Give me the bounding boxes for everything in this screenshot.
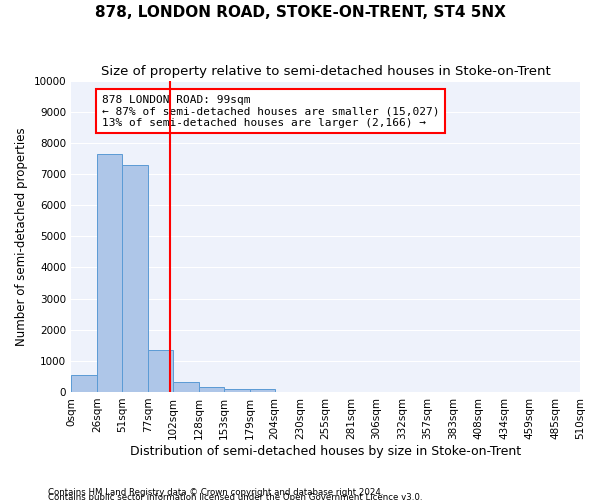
Bar — [250, 390, 275, 392]
Text: 878, LONDON ROAD, STOKE-ON-TRENT, ST4 5NX: 878, LONDON ROAD, STOKE-ON-TRENT, ST4 5N… — [95, 5, 505, 20]
Bar — [148, 350, 173, 392]
Bar — [224, 388, 250, 392]
Bar — [199, 387, 224, 392]
Y-axis label: Number of semi-detached properties: Number of semi-detached properties — [15, 127, 28, 346]
Text: Contains HM Land Registry data © Crown copyright and database right 2024.: Contains HM Land Registry data © Crown c… — [48, 488, 383, 497]
Bar — [173, 382, 199, 392]
X-axis label: Distribution of semi-detached houses by size in Stoke-on-Trent: Distribution of semi-detached houses by … — [130, 444, 521, 458]
Text: Contains public sector information licensed under the Open Government Licence v3: Contains public sector information licen… — [48, 493, 422, 500]
Title: Size of property relative to semi-detached houses in Stoke-on-Trent: Size of property relative to semi-detach… — [101, 65, 550, 78]
Bar — [71, 375, 97, 392]
Bar — [97, 154, 122, 392]
Bar — [122, 164, 148, 392]
Text: 878 LONDON ROAD: 99sqm
← 87% of semi-detached houses are smaller (15,027)
13% of: 878 LONDON ROAD: 99sqm ← 87% of semi-det… — [101, 94, 439, 128]
